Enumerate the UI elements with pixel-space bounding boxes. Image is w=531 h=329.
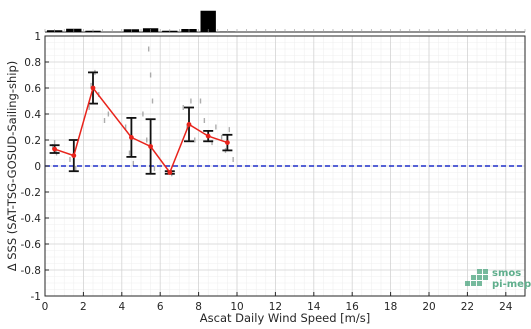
scatter-point bbox=[75, 166, 77, 172]
mean-point bbox=[205, 133, 211, 139]
scatter-point bbox=[215, 124, 217, 130]
mean-point bbox=[52, 146, 57, 152]
x-tick-label: 20 bbox=[422, 301, 435, 313]
logo: smos pi-mep bbox=[465, 268, 531, 290]
histogram-panel bbox=[44, 10, 526, 33]
scatter-point bbox=[53, 140, 56, 146]
x-tick-label: 12 bbox=[269, 301, 282, 313]
scatter-point bbox=[186, 124, 188, 130]
x-axis-label: Ascat Daily Wind Speed [m/s] bbox=[200, 311, 370, 325]
x-tick-label: 4 bbox=[118, 301, 125, 313]
x-axis: 0 2 4 6 8 10 12 14 16 18 20 22 24 bbox=[42, 292, 513, 313]
scatter-point bbox=[194, 137, 196, 143]
mean-points bbox=[52, 85, 230, 175]
scatter-point bbox=[151, 98, 154, 104]
scatter-point bbox=[128, 150, 131, 156]
scatter-point bbox=[220, 134, 223, 140]
scatter-point bbox=[142, 111, 144, 117]
histogram-bar bbox=[200, 10, 216, 32]
logo-line2: pi-mep bbox=[492, 279, 531, 290]
y-tick-label: 0.6 bbox=[24, 83, 41, 95]
scatter-point bbox=[124, 124, 127, 130]
x-tick-label: 10 bbox=[230, 301, 243, 313]
scatter-point bbox=[147, 46, 150, 52]
scatter-point bbox=[149, 72, 152, 78]
y-tick-label: -0.2 bbox=[21, 187, 42, 199]
mean-point bbox=[225, 140, 230, 146]
scatter-point bbox=[132, 160, 135, 166]
scatter-points bbox=[51, 46, 234, 177]
scatter-point bbox=[90, 82, 92, 88]
scatter-point bbox=[69, 157, 71, 162]
y-tick-label: 1 bbox=[34, 31, 41, 43]
mean-point bbox=[186, 122, 192, 127]
y-tick-label: 0 bbox=[34, 161, 41, 173]
mean-point bbox=[167, 170, 173, 175]
y-tick-label: -1 bbox=[31, 291, 41, 303]
y-tick-label: 0.2 bbox=[24, 135, 41, 147]
logo-line1: smos bbox=[492, 268, 521, 279]
scatter-point bbox=[153, 166, 156, 172]
mean-point bbox=[148, 144, 154, 149]
x-tick-label: 14 bbox=[307, 301, 321, 313]
mean-point bbox=[129, 135, 134, 140]
scatter-point bbox=[146, 137, 148, 143]
x-tick-label: 8 bbox=[195, 301, 202, 313]
scatter-point bbox=[228, 127, 231, 133]
mean-point bbox=[90, 85, 96, 91]
x-tick-label: 16 bbox=[346, 301, 360, 313]
scatter-point bbox=[232, 157, 234, 162]
x-tick-label: 6 bbox=[157, 301, 164, 313]
y-tick-label: -0.8 bbox=[21, 265, 42, 277]
y-tick-label: 0.4 bbox=[24, 109, 41, 121]
logo-icon bbox=[465, 269, 488, 286]
scatter-point bbox=[190, 98, 192, 104]
scatter-point bbox=[182, 105, 184, 110]
scatter-point bbox=[107, 111, 110, 117]
y-tick-label: 0.8 bbox=[24, 57, 41, 69]
scatter-point bbox=[199, 98, 202, 104]
y-tick-label: -0.4 bbox=[21, 213, 42, 225]
scatter-point bbox=[88, 105, 90, 110]
x-tick-label: 22 bbox=[461, 301, 474, 313]
x-tick-label: 18 bbox=[384, 301, 397, 313]
y-axis: -1 -0.8 -0.6 -0.4 -0.2 0 0.2 0.4 0.6 0.8 1 bbox=[21, 31, 49, 303]
x-tick-label: 0 bbox=[42, 301, 49, 313]
x-tick-label: 24 bbox=[499, 301, 513, 313]
scatter-point bbox=[203, 118, 206, 123]
x-tick-label: 2 bbox=[80, 301, 87, 313]
y-axis-label: Δ SSS (SAT-TSG-GOSUD-Sailing-ship) bbox=[5, 61, 19, 272]
scatter-point bbox=[103, 118, 106, 123]
mean-point bbox=[71, 153, 77, 159]
scatter-point bbox=[211, 140, 213, 146]
scatter-point bbox=[51, 144, 54, 149]
y-tick-label: -0.6 bbox=[21, 239, 42, 251]
